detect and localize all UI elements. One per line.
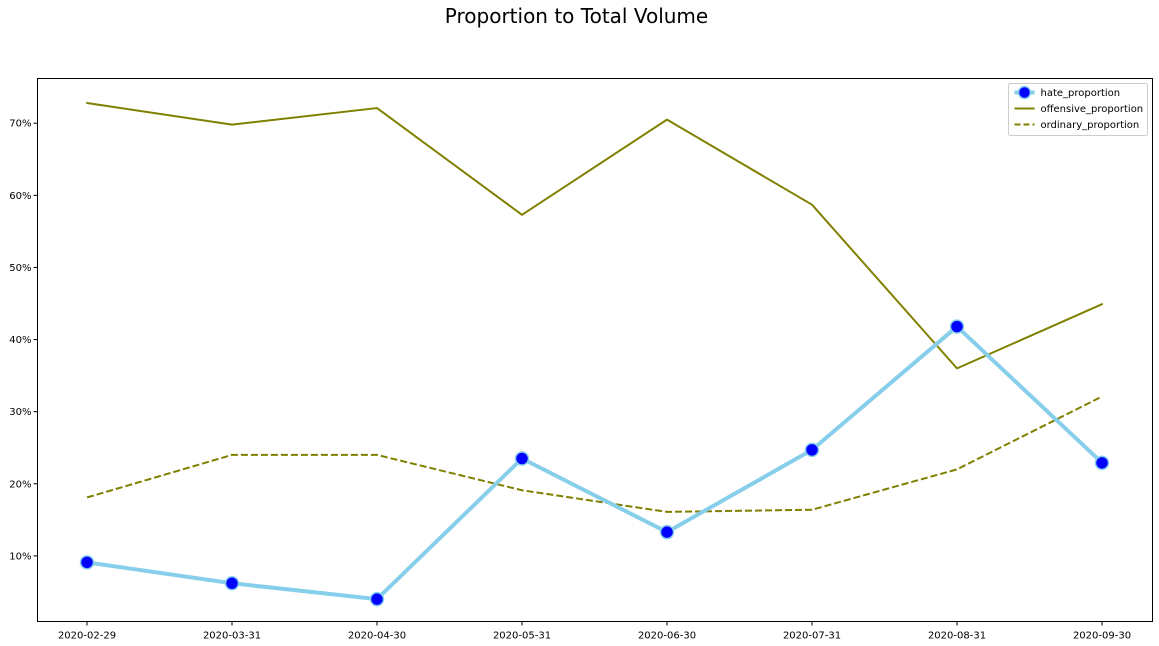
legend-box <box>1008 83 1148 136</box>
chart-title: Proportion to Total Volume <box>444 4 709 28</box>
legend-marker-hate-proportion <box>1017 85 1032 100</box>
y-tick-label: 70% <box>9 119 31 130</box>
x-tick-label: 2020-05-31 <box>493 631 551 642</box>
data-point-hate-proportion <box>1094 455 1110 471</box>
x-tick-label: 2020-07-31 <box>783 631 841 642</box>
data-point-hate-proportion <box>949 319 965 334</box>
y-tick-label: 50% <box>9 263 31 274</box>
data-point-hate-proportion <box>369 591 385 607</box>
data-point-hate-proportion <box>659 524 675 540</box>
data-point-hate-proportion <box>79 555 95 570</box>
x-tick-label: 2020-09-30 <box>1073 631 1131 642</box>
y-tick-label: 30% <box>9 407 31 418</box>
series-line-ordinary-proportion <box>86 395 1103 513</box>
y-tick-label: 40% <box>9 335 31 346</box>
legend-label-ordinary-proportion: ordinary_proportion <box>1041 120 1140 131</box>
series-line-hate-proportion <box>85 324 1104 602</box>
x-tick-label: 2020-04-30 <box>348 631 406 642</box>
legend-label-hate-proportion: hate_proportion <box>1041 88 1121 99</box>
legend-label-offensive-proportion: offensive_proportion <box>1041 104 1144 115</box>
legend: hate_proportion offensive_proportionordin… <box>1008 83 1148 136</box>
x-tick-label: 2020-03-31 <box>203 631 261 642</box>
y-tick-label: 60% <box>9 191 31 202</box>
plot-area <box>37 78 1153 622</box>
data-point-hate-proportion <box>224 576 240 591</box>
y-tick-label: 20% <box>9 479 31 490</box>
data-point-hate-proportion <box>804 442 820 458</box>
data-point-hate-proportion <box>514 451 530 466</box>
x-axis: 2020-02-29 2020-03-31 2020-04-30 2020-05-31… <box>58 621 1131 642</box>
series-layer <box>79 102 1110 607</box>
y-axis: 10% 20% 30% 40% 50% 60% 70% <box>9 119 38 562</box>
series-line-offensive-proportion <box>86 102 1103 370</box>
x-tick-label: 2020-08-31 <box>928 631 986 642</box>
x-tick-label: 2020-02-29 <box>58 631 116 642</box>
y-tick-label: 10% <box>9 551 31 562</box>
x-tick-label: 2020-06-30 <box>638 631 696 642</box>
